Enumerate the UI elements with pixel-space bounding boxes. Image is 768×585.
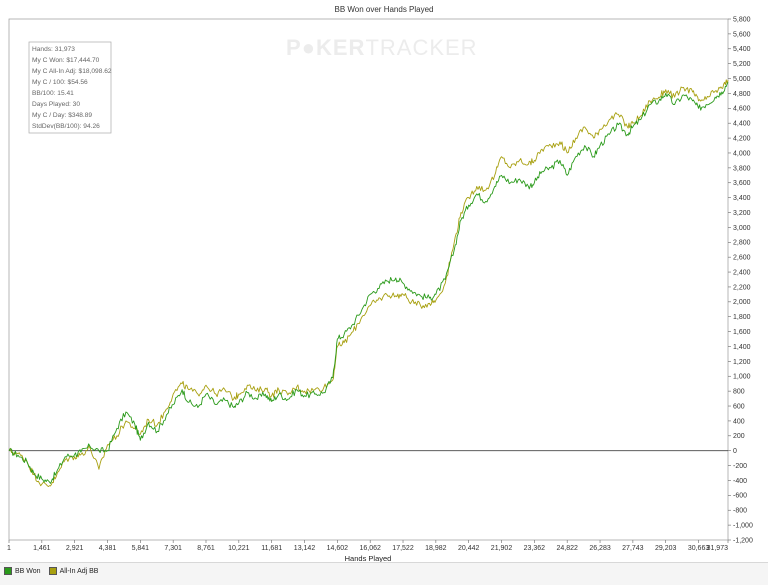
y-tick-label: 1,600 — [733, 329, 751, 336]
y-tick-label: 3,000 — [733, 225, 751, 232]
y-tick-label: 200 — [733, 433, 745, 440]
series-line-bb-won — [8, 82, 729, 484]
legend-swatch-allin-adj — [48, 567, 57, 575]
y-tick-label: 3,600 — [733, 180, 751, 187]
y-tick-label: -600 — [733, 493, 747, 500]
y-tick-label: 4,000 — [733, 150, 751, 157]
x-tick-label: 7,301 — [164, 545, 182, 552]
x-tick-label: 14,602 — [327, 545, 349, 552]
x-tick-label: 1 — [7, 545, 11, 552]
y-tick-label: 5,800 — [733, 16, 751, 23]
x-axis-label: Hands Played — [345, 554, 392, 563]
y-tick-label: 1,200 — [733, 359, 751, 366]
y-tick-label: -800 — [733, 508, 747, 515]
y-tick-label: 4,800 — [733, 91, 751, 98]
y-tick-label: -200 — [733, 463, 747, 470]
x-tick-label: 26,283 — [589, 545, 611, 552]
x-tick-label: 4,381 — [99, 545, 117, 552]
y-tick-label: 800 — [733, 389, 745, 396]
stat-allin-adj: My C All-In Adj: $18,098.62 — [32, 68, 112, 75]
y-tick-label: 5,000 — [733, 76, 751, 83]
y-tick-label: 3,200 — [733, 210, 751, 217]
stat-stddev: StdDev(BB/100): 94.26 — [32, 123, 100, 130]
y-tick-label: -1,200 — [733, 537, 753, 544]
y-tick-label: 3,800 — [733, 165, 751, 172]
legend-label-allin-adj: All-In Adj BB — [59, 567, 99, 575]
stat-won: My C Won: $17,444.70 — [32, 57, 100, 64]
x-axis: 1 1,461 2,921 4,381 5,841 7,301 8,761 10,221 11,… — [7, 540, 729, 552]
x-tick-label: 11,681 — [261, 545, 282, 552]
y-tick-label: 2,200 — [733, 284, 751, 291]
y-tick-label: 400 — [733, 418, 745, 425]
series-lines — [8, 79, 729, 488]
x-tick-label: 24,822 — [556, 545, 578, 552]
x-tick-label: 18,982 — [425, 545, 447, 552]
x-tick-label: 1,461 — [33, 545, 51, 552]
x-tick-label: 27,743 — [622, 545, 644, 552]
stat-per-day: My C / Day: $348.89 — [32, 112, 92, 119]
y-tick-label: 2,600 — [733, 255, 751, 262]
watermark-logo: P●KERTRACKER — [286, 35, 478, 60]
y-tick-label: 5,200 — [733, 61, 751, 68]
watermark-brand: P●KERTRACKER — [286, 35, 478, 60]
legend-item-bb-won[interactable]: BB Won — [4, 567, 41, 575]
x-tick-label: 17,522 — [392, 545, 414, 552]
x-tick-label: 31,973 — [707, 545, 729, 552]
x-tick-label: 8,761 — [197, 545, 215, 552]
y-tick-label: 1,800 — [733, 314, 751, 321]
chart-title: BB Won over Hands Played — [334, 5, 433, 14]
y-tick-label: 2,400 — [733, 269, 751, 276]
legend-bar — [0, 562, 768, 585]
legend-item-allin-adj[interactable]: All-In Adj BB — [48, 567, 99, 575]
stat-days: Days Played: 30 — [32, 101, 80, 108]
x-tick-label: 10,221 — [228, 545, 250, 552]
y-tick-label: 1,400 — [733, 344, 751, 351]
y-tick-label: 600 — [733, 403, 745, 410]
y-tick-label: 2,800 — [733, 240, 751, 247]
y-tick-label: 4,600 — [733, 106, 751, 113]
series-line-allin-adj — [8, 79, 729, 488]
y-tick-label: 4,200 — [733, 135, 751, 142]
plot-area — [8, 18, 729, 541]
x-tick-label: 23,362 — [524, 545, 546, 552]
y-tick-label: -1,000 — [733, 523, 753, 530]
legend-swatch-bb-won — [4, 567, 12, 575]
x-tick-label: 21,902 — [491, 545, 513, 552]
y-axis: -1,200 -1,000 -800 -600 -400 -200 0 200 400 600 80… — [728, 16, 753, 544]
stat-bb100: BB/100: 15.41 — [32, 90, 74, 97]
y-tick-label: 4,400 — [733, 121, 751, 128]
x-tick-label: 29,203 — [655, 545, 677, 552]
x-tick-label: 2,921 — [66, 545, 84, 552]
y-tick-label: 5,600 — [733, 31, 751, 38]
legend: BB Won All-In Adj BB — [4, 564, 98, 578]
stats-box: Hands: 31,973 My C Won: $17,444.70 My C … — [28, 41, 112, 134]
y-tick-label: 5,400 — [733, 46, 751, 53]
y-tick-label: 3,400 — [733, 195, 751, 202]
x-tick-label: 5,841 — [132, 545, 150, 552]
x-tick-label: 30,663 — [688, 545, 710, 552]
x-tick-label: 16,062 — [359, 545, 381, 552]
y-tick-label: 0 — [733, 448, 737, 455]
y-tick-label: 1,000 — [733, 374, 751, 381]
legend-label-bb-won: BB Won — [15, 567, 41, 575]
x-tick-label: 20,442 — [458, 545, 480, 552]
y-tick-label: -400 — [733, 478, 747, 485]
stats-box-frame — [28, 41, 112, 134]
x-tick-label: 13,142 — [294, 545, 316, 552]
y-tick-label: 2,000 — [733, 299, 751, 306]
stat-hands: Hands: 31,973 — [32, 46, 75, 53]
stat-per-100: My C / 100: $54.56 — [32, 79, 88, 86]
